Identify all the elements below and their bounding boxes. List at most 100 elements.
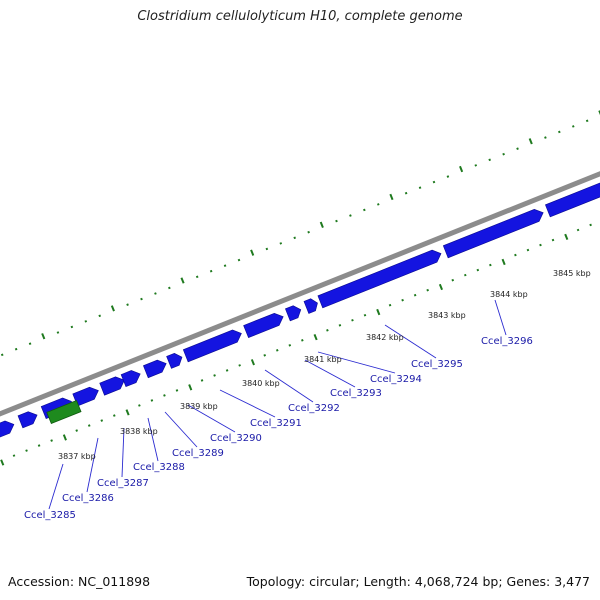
outer-tick bbox=[126, 303, 129, 306]
inner-tick bbox=[326, 328, 329, 332]
inner-tick bbox=[163, 394, 166, 397]
leader-line bbox=[384, 324, 437, 359]
outer-tick bbox=[0, 353, 4, 357]
gene-label: Ccel_3292 bbox=[288, 403, 340, 414]
outer-tick bbox=[168, 286, 171, 290]
outer-tick bbox=[335, 219, 338, 223]
tick-label: 3840 kbp bbox=[242, 379, 280, 388]
outer-tick bbox=[432, 180, 436, 184]
gene-arrow bbox=[17, 411, 38, 429]
inner-tick bbox=[426, 288, 429, 292]
outer-tick bbox=[558, 130, 561, 134]
outer-tick bbox=[502, 152, 505, 156]
gene-label: Ccel_3289 bbox=[172, 448, 224, 459]
outer-tick bbox=[293, 236, 297, 240]
tick-label: 3842 kbp bbox=[366, 333, 404, 342]
outer-tick bbox=[349, 214, 352, 217]
outer-tick bbox=[70, 325, 74, 329]
gene-arrow bbox=[243, 312, 284, 338]
outer-tick bbox=[84, 320, 88, 323]
inner-tick bbox=[150, 399, 154, 402]
inner-tick bbox=[50, 439, 53, 442]
inner-tick bbox=[288, 344, 292, 347]
outer-tick bbox=[307, 230, 310, 234]
inner-tick bbox=[526, 248, 530, 252]
leader-line bbox=[219, 389, 276, 418]
inner-tick bbox=[75, 429, 78, 432]
outer-tick bbox=[110, 305, 115, 312]
genome-backbone bbox=[0, 171, 600, 417]
outer-tick bbox=[14, 347, 18, 351]
inner-tick bbox=[250, 359, 255, 366]
inner-tick bbox=[338, 323, 342, 327]
outer-tick bbox=[488, 158, 491, 162]
leader-line bbox=[121, 427, 125, 478]
inner-tick bbox=[263, 354, 267, 357]
accession-text: Accession: NC_011898 bbox=[8, 574, 151, 589]
leader-line bbox=[164, 411, 198, 448]
inner-tick bbox=[112, 414, 116, 417]
inner-tick bbox=[501, 258, 506, 266]
tick-label: 3844 kbp bbox=[490, 290, 528, 299]
outer-tick bbox=[28, 342, 32, 345]
inner-tick-ring bbox=[0, 223, 592, 466]
outer-tick bbox=[180, 277, 185, 284]
gene-label: Ccel_3294 bbox=[370, 374, 422, 385]
gene-arrow bbox=[317, 249, 442, 309]
leader-line bbox=[48, 463, 64, 510]
inner-tick bbox=[100, 419, 104, 422]
tick-label: 3845 kbp bbox=[553, 269, 591, 278]
inner-tick bbox=[200, 379, 204, 382]
outer-tick bbox=[585, 119, 589, 123]
gene-label: Ccel_3296 bbox=[481, 336, 533, 347]
inner-tick bbox=[351, 318, 354, 322]
leader-line bbox=[86, 437, 99, 493]
gene-track bbox=[0, 182, 600, 438]
tick-label: 3839 kbp bbox=[180, 402, 218, 411]
gene-arrow bbox=[143, 359, 167, 379]
tick-label: 3841 kbp bbox=[304, 355, 342, 364]
inner-tick bbox=[238, 364, 241, 367]
outer-tick bbox=[363, 208, 366, 212]
inner-tick bbox=[476, 268, 480, 272]
outer-tick bbox=[516, 147, 519, 150]
leader-line bbox=[304, 359, 356, 388]
outer-tick bbox=[418, 186, 422, 189]
inner-tick bbox=[388, 303, 392, 307]
outer-tick bbox=[544, 136, 547, 139]
gene-arrow bbox=[545, 182, 600, 218]
inner-tick bbox=[213, 374, 216, 377]
tick-label: 3837 kbp bbox=[58, 452, 96, 461]
inner-tick bbox=[301, 339, 304, 342]
gene-labels: Ccel_3285 Ccel_3286 Ccel_3287 Ccel_3288 Ccel… bbox=[24, 336, 533, 521]
inner-tick bbox=[62, 434, 67, 441]
gene-arrow bbox=[182, 329, 242, 363]
outer-tick bbox=[250, 249, 255, 256]
gene-label: Ccel_3285 bbox=[24, 510, 76, 521]
outer-tick bbox=[319, 221, 324, 228]
inner-tick bbox=[564, 233, 569, 241]
outer-tick bbox=[404, 191, 408, 195]
outer-tick-ring bbox=[0, 110, 600, 357]
gene-label-leaders bbox=[48, 299, 507, 510]
gene-arrow bbox=[285, 305, 302, 322]
inner-tick bbox=[125, 409, 130, 416]
inner-tick bbox=[489, 263, 492, 267]
map-title: Clostridium cellulolyticum H10, complete… bbox=[137, 9, 463, 24]
genome-stats: Topology: circular; Length: 4,068,724 bp… bbox=[246, 574, 590, 589]
gene-label: Ccel_3286 bbox=[62, 493, 114, 504]
inner-tick bbox=[551, 238, 555, 242]
outer-tick bbox=[140, 297, 143, 301]
gene-arrow bbox=[99, 376, 125, 396]
inner-tick bbox=[438, 283, 443, 291]
gene-label: Ccel_3288 bbox=[133, 462, 185, 473]
leader-line bbox=[264, 369, 314, 403]
inner-tick bbox=[401, 298, 404, 302]
leader-line bbox=[494, 299, 507, 336]
inner-tick bbox=[188, 384, 193, 391]
tick-label: 3843 kbp bbox=[428, 311, 466, 320]
leader-line bbox=[187, 404, 236, 433]
gene-label: Ccel_3295 bbox=[411, 359, 463, 370]
outer-tick bbox=[265, 247, 269, 251]
outer-tick bbox=[154, 292, 157, 295]
